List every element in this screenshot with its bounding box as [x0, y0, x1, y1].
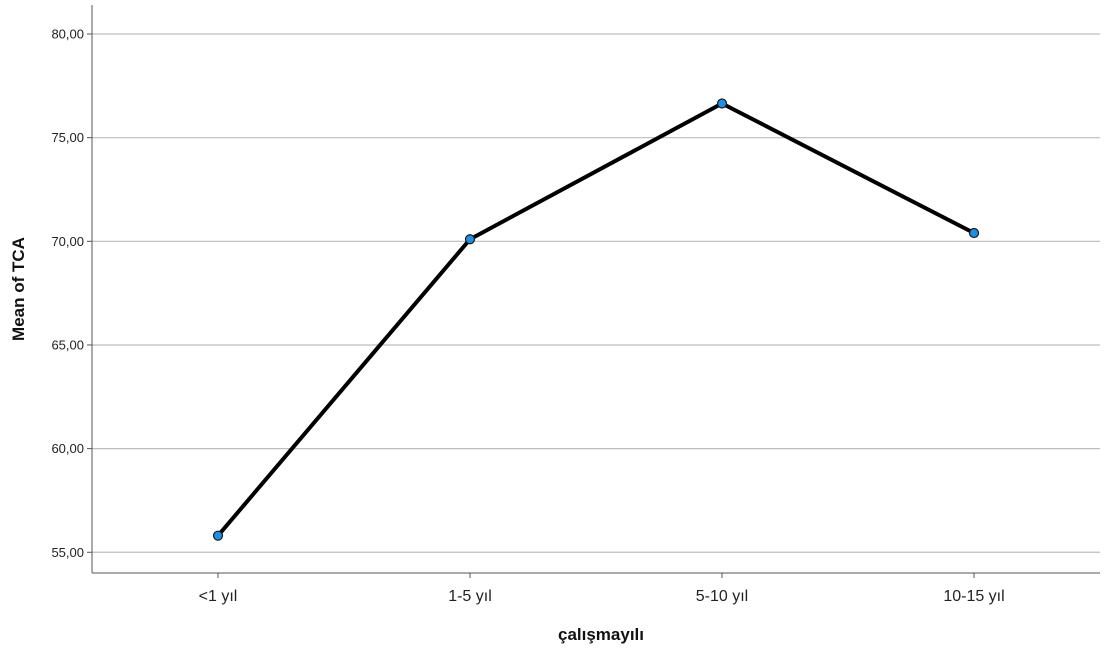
data-point — [716, 98, 728, 109]
x-axis-ticks: <1 yıl 1-5 yıl 5-10 yıl 10-15 yıl — [199, 573, 1005, 605]
y-tick-label: 60,00 — [51, 441, 84, 456]
y-tick-label: 55,00 — [51, 545, 84, 560]
y-axis-title: Mean of TCA — [9, 237, 28, 341]
series-line — [216, 101, 975, 537]
y-axis-ticks: 55,00 60,00 65,00 70,00 75,00 80,00 — [51, 27, 92, 560]
y-tick-label: 70,00 — [51, 234, 84, 249]
y-tick-label: 75,00 — [51, 130, 84, 145]
data-point — [464, 234, 476, 245]
x-tick-label: 5-10 yıl — [696, 588, 748, 605]
y-tick-label: 80,00 — [51, 27, 84, 42]
data-point — [968, 227, 980, 239]
data-point — [212, 530, 224, 541]
x-axis-title: çalışmayılı — [558, 625, 644, 644]
x-tick-label: 10-15 yıl — [943, 588, 1004, 605]
x-tick-label: <1 yıl — [199, 588, 238, 605]
series-layer — [212, 98, 980, 541]
x-tick-label: 1-5 yıl — [448, 588, 492, 605]
y-tick-label: 65,00 — [51, 337, 84, 352]
gridlines — [92, 33, 1100, 553]
